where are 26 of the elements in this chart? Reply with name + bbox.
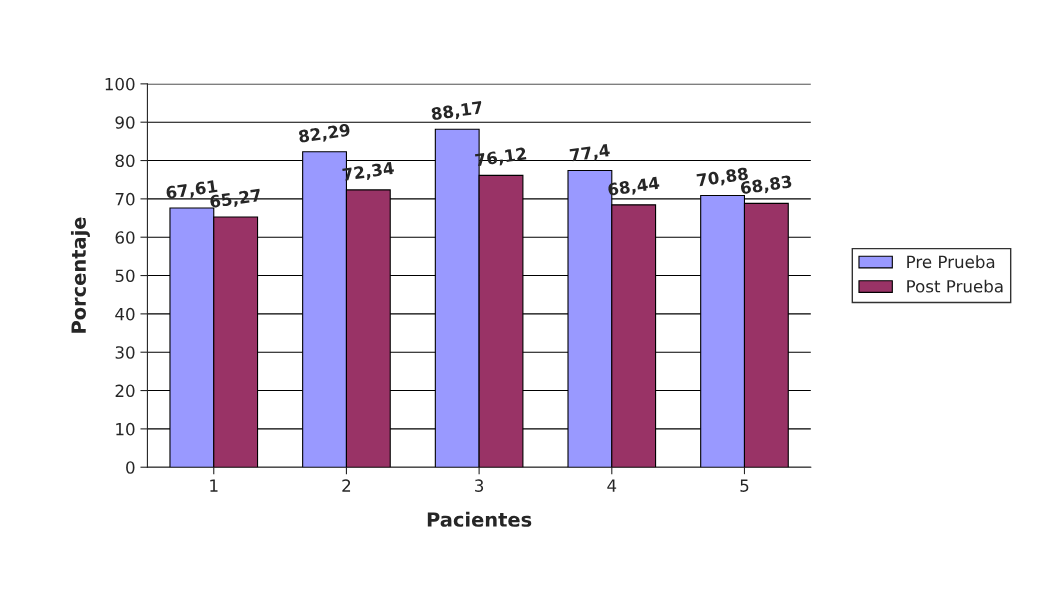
data-label: 76,12 — [474, 147, 527, 169]
y-tick-label: 70 — [115, 192, 135, 206]
y-tick-label: 60 — [115, 231, 135, 244]
x-tick-label: 2 — [342, 479, 351, 492]
y-tick-label: 100 — [105, 77, 135, 91]
y-tick-label: 80 — [115, 154, 135, 168]
x-tick-label: 1 — [210, 479, 218, 492]
data-label: 77,4 — [569, 143, 611, 164]
data-label: 72,34 — [342, 161, 395, 184]
x-tick-label: 3 — [475, 479, 484, 492]
y-tick-label: 50 — [115, 269, 135, 283]
data-label: 88,17 — [431, 100, 483, 123]
y-tick-label: 0 — [126, 461, 135, 474]
y-tick-label: 20 — [115, 384, 135, 398]
y-tick-label: 40 — [115, 307, 135, 321]
data-label: 82,29 — [298, 123, 351, 145]
legend-label: Post Prueba — [907, 279, 1003, 293]
y-axis-title: Porcentaje — [70, 217, 90, 333]
y-tick-label: 90 — [115, 116, 135, 129]
x-axis-title: Pacientes — [427, 511, 532, 527]
data-label: 68,44 — [607, 176, 660, 199]
x-tick-label: 5 — [740, 479, 749, 492]
x-tick-label: 4 — [607, 479, 617, 492]
y-tick-label: 10 — [116, 422, 135, 436]
y-tick-label: 30 — [115, 346, 135, 359]
legend-label: Pre Prueba — [907, 255, 995, 269]
